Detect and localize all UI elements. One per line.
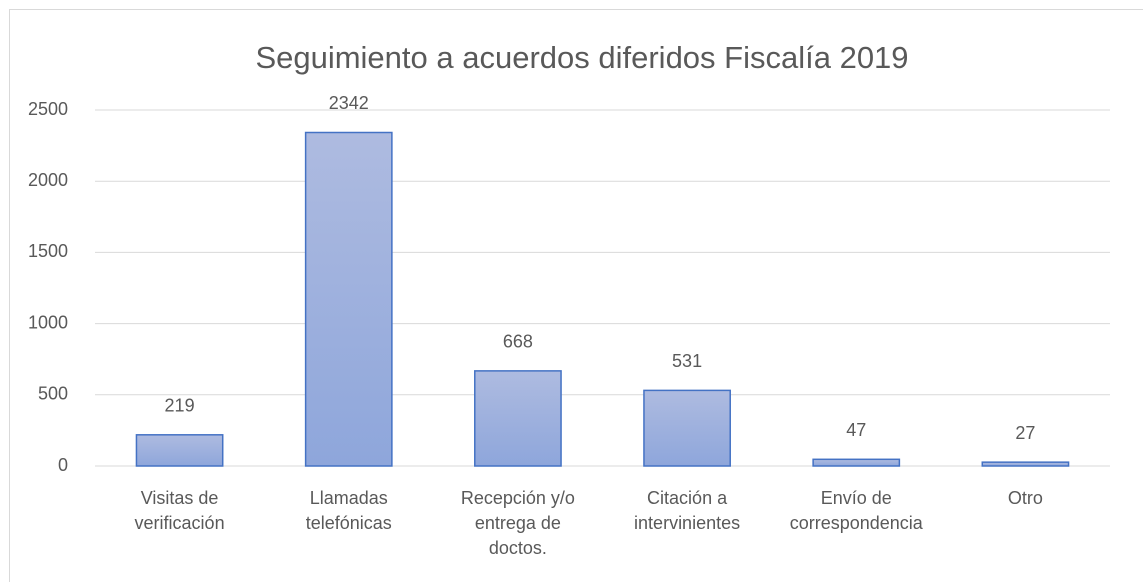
x-tick-label: Otro xyxy=(1008,488,1043,508)
data-label: 47 xyxy=(846,420,866,440)
data-label: 531 xyxy=(672,351,702,371)
data-label: 219 xyxy=(165,396,195,416)
y-tick-label: 500 xyxy=(38,384,68,404)
x-tick-label: Llamadas telefónicas xyxy=(306,488,392,533)
bar xyxy=(643,389,731,467)
chart-title: Seguimiento a acuerdos diferidos Fiscalí… xyxy=(255,40,908,75)
x-tick-label: Visitas de verificación xyxy=(135,488,225,533)
y-tick-label: 0 xyxy=(58,455,68,475)
chart-border xyxy=(9,9,1143,582)
x-tick-label: Citación a intervinientes xyxy=(634,488,740,533)
data-label: 668 xyxy=(503,332,533,352)
y-tick-label: 1000 xyxy=(28,312,68,332)
x-tick-label: Recepción y/o entrega de doctos. xyxy=(461,488,575,558)
bar xyxy=(812,458,901,467)
y-tick-label: 1500 xyxy=(28,241,68,261)
bar xyxy=(981,461,1070,467)
bar xyxy=(304,131,393,467)
y-tick-label: 2500 xyxy=(28,99,68,119)
data-label: 2342 xyxy=(329,93,369,113)
data-label: 27 xyxy=(1015,423,1035,443)
y-tick-label: 2000 xyxy=(28,170,68,190)
x-tick-label: Envío de correspondencia xyxy=(790,488,924,533)
bar xyxy=(135,434,224,467)
bar xyxy=(474,370,562,467)
